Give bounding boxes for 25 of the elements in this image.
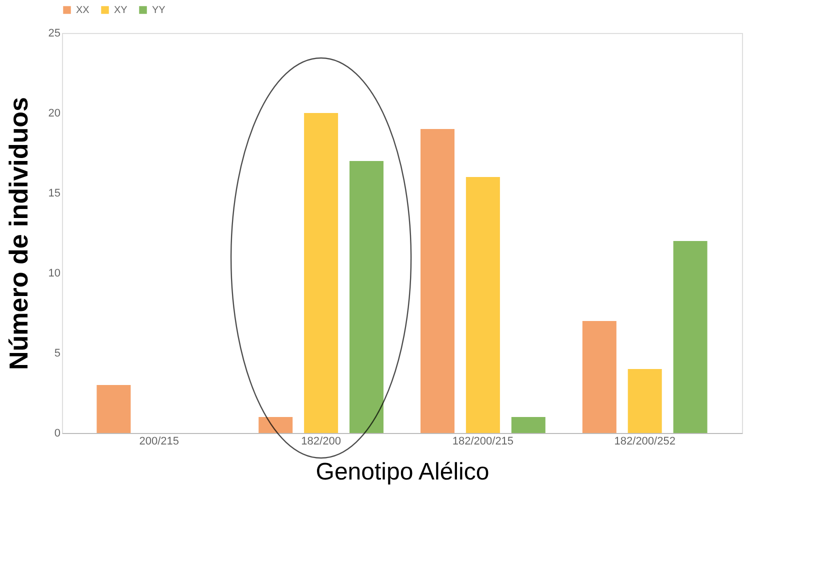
x-axis-title: Genotipo Alélico <box>316 458 490 486</box>
y-tick-label: 5 <box>54 348 60 360</box>
bar <box>673 241 708 433</box>
x-tick-label: 182/200/215 <box>452 436 514 448</box>
bar <box>420 129 455 433</box>
legend-label: XX <box>76 5 90 16</box>
bar <box>304 113 338 433</box>
legend-label: XY <box>114 5 128 16</box>
bar <box>511 417 546 433</box>
bar <box>349 161 384 433</box>
y-axis-title: Número de individuos <box>3 96 34 370</box>
bar <box>258 417 293 433</box>
y-tick-label: 10 <box>48 268 60 280</box>
x-tick-label: 182/200/252 <box>614 436 676 448</box>
y-tick-label: 15 <box>48 188 60 200</box>
y-tick-label: 25 <box>48 28 60 40</box>
x-tick-label: 182/200 <box>301 436 341 448</box>
bar <box>466 177 500 433</box>
legend-label: YY <box>152 5 166 16</box>
x-tick-label: 200/215 <box>139 436 180 448</box>
bar <box>96 385 131 433</box>
y-tick-label: 20 <box>48 108 60 120</box>
bar <box>628 369 662 433</box>
bar <box>582 321 616 433</box>
y-tick-label: 0 <box>54 428 60 440</box>
